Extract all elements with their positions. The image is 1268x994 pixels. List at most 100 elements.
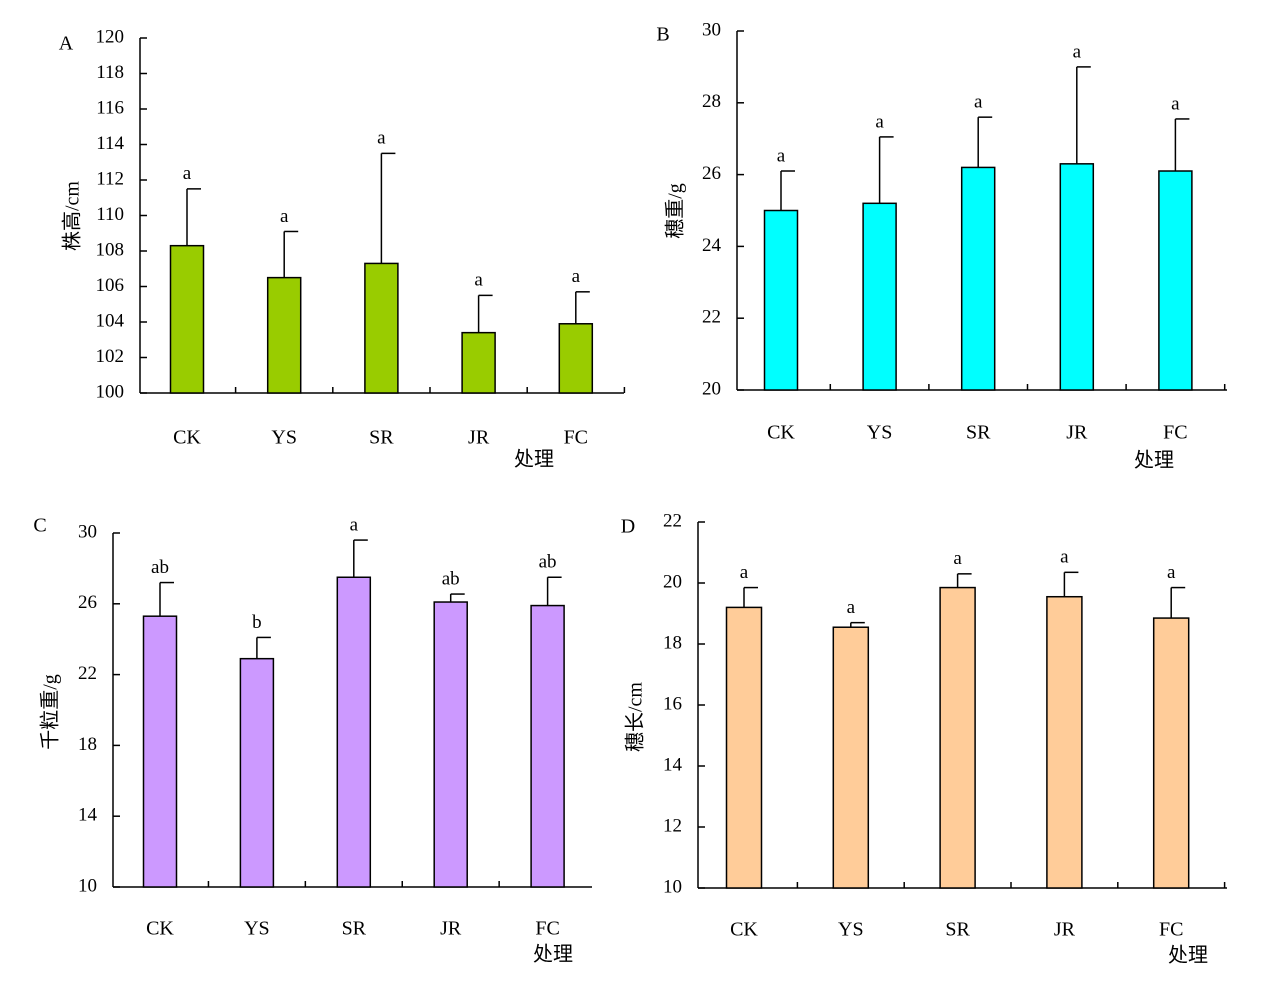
y-axis-title: 株高/cm — [61, 181, 84, 251]
y-tick-label: 104 — [96, 310, 125, 331]
x-tick-label: SR — [342, 918, 367, 940]
y-tick-label: 26 — [702, 163, 721, 184]
significance-label: a — [740, 562, 749, 583]
x-tick-label: FC — [1163, 422, 1187, 444]
y-tick-label: 24 — [702, 235, 722, 256]
panel-label: C — [33, 515, 46, 537]
y-tick-label: 30 — [702, 19, 721, 40]
x-axis-title: 处理 — [533, 943, 573, 966]
bar — [364, 262, 399, 394]
bar — [530, 604, 565, 888]
x-tick-label: JR — [1066, 422, 1088, 444]
x-tick-label: CK — [146, 918, 174, 940]
bar — [763, 209, 799, 391]
x-tick-label: CK — [730, 919, 758, 941]
x-tick-label: YS — [271, 427, 297, 449]
y-tick-label: 118 — [96, 62, 124, 83]
x-tick-label: CK — [767, 422, 795, 444]
x-tick-label: JR — [440, 918, 462, 940]
significance-label: a — [974, 92, 983, 113]
y-axis-title: 穗重/g — [664, 183, 687, 239]
y-tick-label: 114 — [96, 133, 124, 154]
x-tick-label: FC — [535, 918, 559, 940]
x-tick-label: JR — [1054, 919, 1076, 941]
y-tick-label: 22 — [663, 510, 682, 531]
y-tick-label: 100 — [96, 381, 125, 402]
x-axis-title: 处理 — [1168, 944, 1208, 967]
significance-label: a — [1073, 41, 1082, 62]
y-tick-label: 18 — [663, 632, 682, 653]
x-tick-label: SR — [369, 427, 394, 449]
bar — [1059, 163, 1095, 391]
y-tick-label: 16 — [663, 693, 682, 714]
bar — [1046, 595, 1083, 889]
y-tick-label: 20 — [663, 571, 682, 592]
panel-d: D 10 12 14 16 18 20 22 a CK a YS a SR a JR a FC 穗长/cm 处理 — [621, 510, 1227, 967]
y-tick-label: 28 — [702, 91, 721, 112]
panel-label: B — [656, 24, 669, 46]
significance-label: a — [350, 514, 359, 535]
x-tick-label: FC — [1159, 919, 1183, 941]
bar — [862, 202, 897, 391]
bar — [142, 615, 178, 888]
bar — [266, 276, 302, 394]
x-tick-label: SR — [945, 919, 970, 941]
significance-label: ab — [539, 552, 557, 573]
significance-label: a — [572, 266, 581, 287]
significance-label: b — [252, 612, 262, 633]
y-tick-label: 14 — [663, 754, 683, 775]
y-axis-title: 千粒重/g — [39, 674, 62, 750]
bar — [239, 657, 275, 888]
bar — [169, 244, 205, 394]
panel-c: C 10 14 18 22 26 30 ab CK b YS a SR ab JR ab FC 千粒重/g 处理 — [33, 514, 592, 966]
y-tick-label: 14 — [78, 805, 98, 826]
bar — [1158, 170, 1193, 391]
y-tick-label: 30 — [78, 521, 97, 542]
significance-label: a — [875, 111, 884, 132]
y-tick-label: 102 — [96, 346, 125, 367]
bar — [461, 331, 496, 394]
y-tick-label: 120 — [96, 26, 125, 47]
bar — [1152, 617, 1190, 889]
bar — [725, 606, 763, 889]
significance-label: ab — [442, 568, 460, 589]
y-tick-label: 18 — [78, 734, 97, 755]
y-tick-label: 116 — [96, 97, 124, 118]
y-tick-label: 106 — [96, 275, 125, 296]
significance-label: a — [377, 128, 386, 149]
bar — [960, 166, 996, 391]
significance-label: ab — [151, 557, 169, 578]
bar — [433, 601, 468, 888]
y-axis-title: 穗长/cm — [624, 682, 647, 752]
significance-label: a — [1167, 562, 1176, 583]
x-tick-label: SR — [966, 422, 991, 444]
significance-label: a — [183, 163, 192, 184]
x-axis-title: 处理 — [514, 448, 554, 471]
x-tick-label: YS — [838, 919, 864, 941]
significance-label: a — [1171, 93, 1180, 114]
panel-a: A 100 102 104 106 108 110 112 114 116 118 120 a CK a YS… — [59, 26, 626, 471]
x-tick-label: FC — [564, 427, 588, 449]
significance-label: a — [280, 206, 289, 227]
panel-label: D — [621, 516, 635, 538]
significance-label: a — [847, 597, 856, 618]
y-tick-label: 22 — [702, 307, 721, 328]
bar — [336, 576, 372, 888]
y-tick-label: 12 — [663, 815, 682, 836]
y-tick-label: 20 — [702, 378, 721, 399]
y-tick-label: 108 — [96, 239, 125, 260]
panel-label: A — [59, 33, 74, 55]
significance-label: a — [1060, 547, 1069, 568]
y-tick-label: 112 — [96, 168, 124, 189]
y-tick-label: 10 — [78, 875, 97, 896]
x-tick-label: YS — [244, 918, 270, 940]
y-tick-label: 110 — [96, 204, 124, 225]
bar — [832, 626, 870, 889]
bar — [939, 586, 976, 889]
significance-label: a — [474, 270, 483, 291]
significance-label: a — [953, 548, 962, 569]
x-tick-label: YS — [867, 422, 893, 444]
significance-label: a — [777, 145, 786, 166]
y-tick-label: 10 — [663, 876, 682, 897]
